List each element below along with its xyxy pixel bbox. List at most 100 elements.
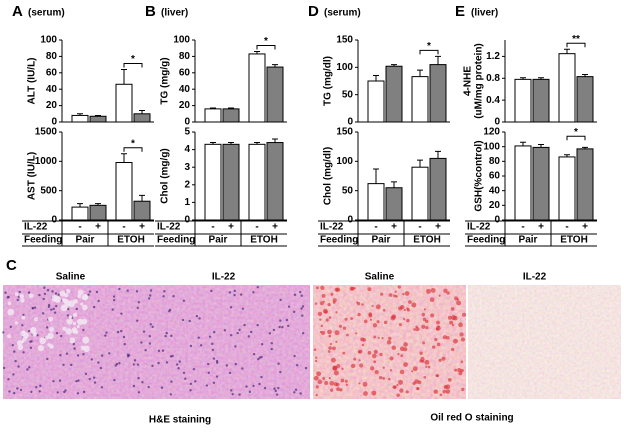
lipid-stain [419, 351, 423, 355]
lipid-stain [403, 342, 408, 347]
nucleus [172, 294, 175, 298]
nucleus [126, 289, 129, 292]
lipid-stain [315, 356, 318, 359]
lipid-droplet [76, 324, 80, 329]
nucleus [52, 379, 55, 383]
nucleus [100, 386, 104, 389]
nucleus [293, 391, 296, 394]
lipid-droplet [30, 327, 37, 334]
error-bar [564, 154, 570, 157]
lipid-droplet [82, 336, 90, 344]
nucleus [197, 336, 200, 339]
error-bar [272, 138, 278, 143]
nucleus [273, 387, 276, 390]
nucleus [279, 319, 282, 322]
error-bar [77, 203, 83, 208]
nucleus [11, 344, 14, 347]
nucleus [257, 357, 260, 361]
nucleus [277, 362, 280, 365]
nucleus [55, 304, 58, 308]
lipid-stain [362, 381, 368, 387]
nucleus [67, 307, 70, 311]
y-tick-label: 0 [184, 117, 190, 128]
lipid-stain [357, 312, 361, 317]
error-bar [139, 110, 145, 114]
lipid-stain [315, 393, 318, 397]
nucleus [279, 298, 282, 302]
bar [266, 66, 284, 123]
nucleus [260, 343, 264, 346]
lipid-stain [423, 375, 427, 379]
error-bar [95, 114, 101, 117]
lipid-stain [425, 365, 428, 368]
lipid-stain [430, 288, 436, 293]
lipid-stain [458, 371, 463, 376]
lipid-droplet [7, 334, 11, 339]
bar [204, 108, 222, 123]
lipid-stain [460, 360, 464, 364]
y-tick-label: 0.4 [486, 95, 500, 106]
lipid-stain [441, 356, 446, 361]
error-bar [228, 142, 234, 145]
nucleus [76, 354, 80, 357]
lipid-stain [368, 313, 373, 318]
lipid-stain [382, 376, 386, 380]
nucleus [123, 342, 127, 346]
lipid-stain [436, 342, 441, 347]
nucleus [236, 331, 239, 335]
lipid-droplet [81, 294, 88, 301]
nucleus [12, 391, 16, 395]
lipid-droplet [68, 315, 73, 319]
nucleus [299, 290, 302, 294]
nucleus [162, 295, 165, 298]
lipid-stain [379, 352, 383, 357]
row-label: IL-22 [157, 222, 181, 233]
lipid-stain [324, 310, 328, 314]
image-title: Saline [365, 272, 395, 283]
error-bar [391, 64, 397, 67]
error-bar [582, 73, 588, 77]
lipid-stain [333, 370, 339, 376]
lipid-stain [449, 320, 454, 325]
lipid-stain [388, 377, 391, 381]
lipid-stain [408, 300, 412, 304]
lipid-stain [317, 379, 323, 385]
y-axis-label: TG (mg/dl) [323, 56, 334, 106]
lipid-droplet [7, 308, 15, 316]
lipid-stain [390, 315, 396, 321]
nucleus [27, 329, 31, 333]
nucleus [195, 314, 199, 318]
lipid-stain [383, 320, 388, 325]
lipid-stain [315, 286, 319, 290]
lipid-stain [454, 368, 458, 372]
error-bar [435, 55, 441, 65]
lipid-droplet [77, 318, 84, 325]
lipid-stain [372, 323, 378, 328]
nucleus [76, 392, 80, 395]
nucleus [75, 379, 78, 383]
lipid-stain [332, 298, 337, 303]
nucleus [208, 335, 212, 338]
nucleus [263, 386, 267, 390]
treatment-sign: + [272, 222, 278, 233]
lipid-stain [373, 335, 377, 339]
lipid-stain [340, 378, 345, 383]
nucleus [55, 331, 59, 335]
lipid-stain [396, 393, 400, 397]
row-label: Feeding [467, 235, 505, 246]
treatment-sign: - [78, 222, 81, 233]
lipid-stain [403, 317, 406, 321]
error-bar [520, 77, 526, 80]
lipid-stain [346, 333, 349, 337]
lipid-stain [439, 393, 443, 397]
treatment-sign: - [521, 222, 524, 233]
nucleus [56, 391, 59, 394]
nucleus [207, 362, 210, 366]
lipid-droplet [65, 328, 72, 335]
lipid-stain [321, 293, 326, 298]
nucleus [136, 363, 140, 366]
nucleus [112, 299, 116, 302]
lipid-droplet [71, 327, 78, 333]
lipid-stain [335, 287, 341, 292]
